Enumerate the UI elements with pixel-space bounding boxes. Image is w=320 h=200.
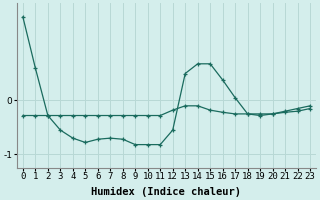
X-axis label: Humidex (Indice chaleur): Humidex (Indice chaleur) bbox=[92, 186, 242, 197]
